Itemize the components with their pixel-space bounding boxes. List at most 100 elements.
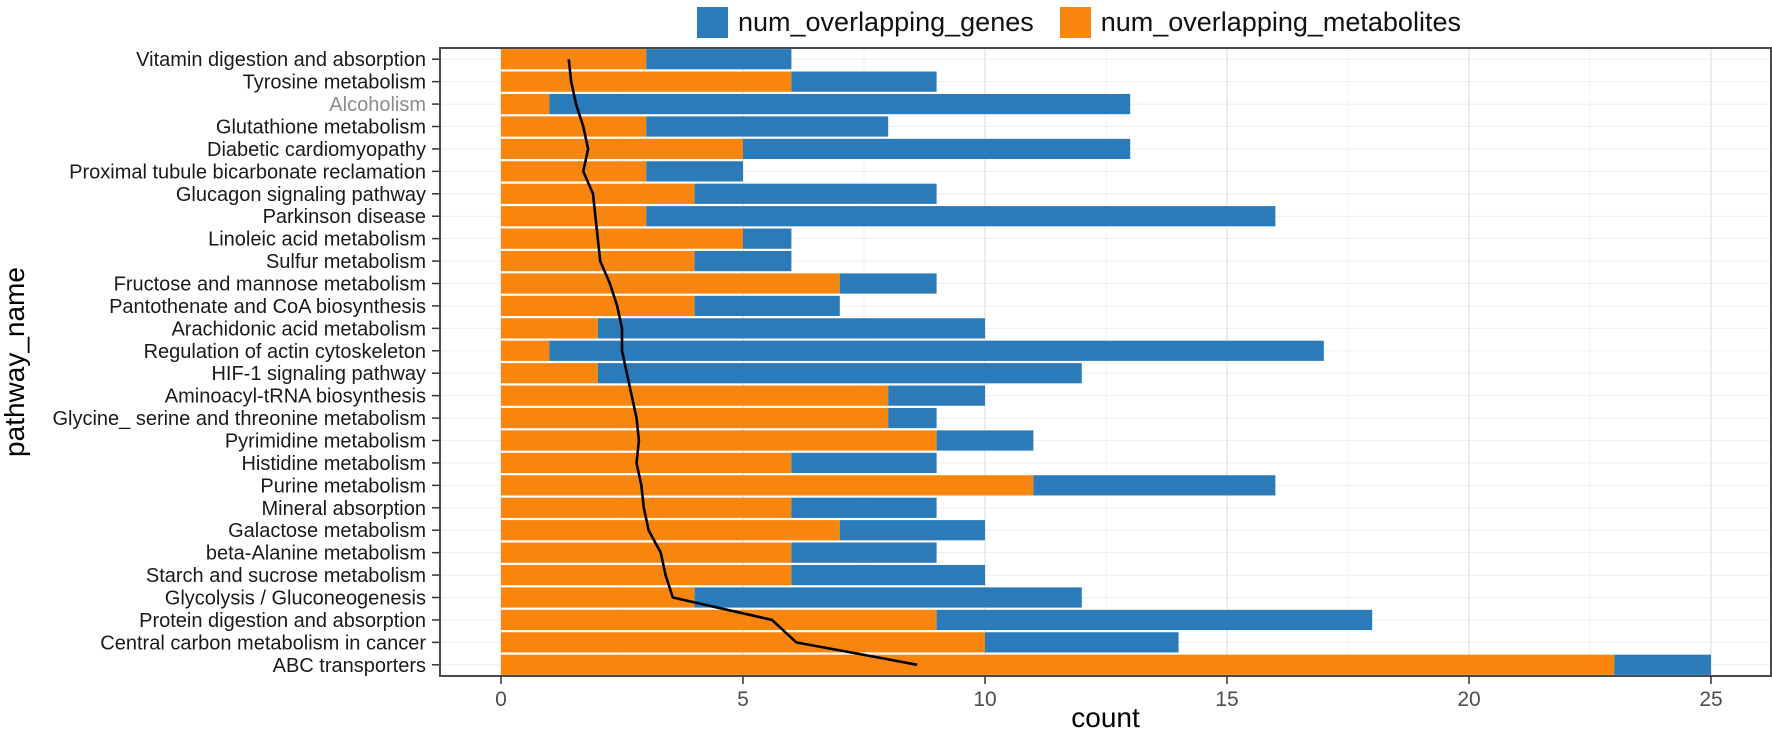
- bar-genes: [791, 542, 937, 563]
- bar-genes: [888, 407, 937, 429]
- category-label: Pantothenate and CoA biosynthesis: [109, 296, 426, 318]
- bar-metabolites: [501, 161, 647, 182]
- bar-metabolites: [501, 116, 647, 137]
- bar-genes: [791, 564, 985, 586]
- bar-metabolites: [501, 407, 889, 429]
- bar-genes: [597, 318, 985, 339]
- overlay-line: [567, 59, 918, 667]
- bar-genes: [1614, 654, 1711, 675]
- bar-genes: [597, 363, 1082, 384]
- genes-legend-label: num_overlapping_genes: [738, 6, 1034, 37]
- bar-genes: [646, 116, 889, 137]
- category-label: Purine metabolism: [260, 475, 426, 497]
- legend-item-genes: num_overlapping_genes: [697, 6, 1034, 38]
- category-label: Linoleic acid metabolism: [208, 229, 426, 251]
- bar-genes: [694, 295, 840, 317]
- bar-metabolites: [501, 452, 792, 474]
- category-label: Starch and sucrose metabolism: [146, 565, 426, 587]
- bar-metabolites: [501, 542, 792, 563]
- bar-genes: [791, 71, 937, 92]
- category-label: Fructose and mannose metabolism: [114, 274, 426, 296]
- category-label: Vitamin digestion and absorption: [136, 49, 426, 71]
- bar-metabolites: [501, 138, 743, 160]
- y-axis-title: pathway_name: [0, 267, 30, 457]
- bar-genes: [936, 609, 1373, 631]
- category-label: Mineral absorption: [261, 498, 426, 520]
- bar-metabolites: [501, 430, 937, 451]
- category-label: Regulation of actin cytoskeleton: [144, 341, 426, 363]
- x-axis-title: count: [1071, 702, 1140, 733]
- bar-genes: [549, 93, 1131, 115]
- category-label: Parkinson disease: [263, 206, 426, 228]
- x-tick-label: 10: [973, 688, 996, 711]
- category-label: Pyrimidine metabolism: [225, 431, 426, 453]
- category-label: Glycine_ serine and threonine metabolism: [52, 408, 426, 430]
- category-label: Sulfur metabolism: [266, 251, 426, 273]
- bar-genes: [549, 340, 1324, 361]
- bar-genes: [646, 206, 1276, 227]
- category-label: beta-Alanine metabolism: [206, 543, 426, 565]
- bar-metabolites: [501, 609, 937, 631]
- bar-metabolites: [501, 206, 647, 227]
- bar-metabolites: [501, 475, 1034, 496]
- bar-metabolites: [501, 273, 840, 294]
- category-label: Aminoacyl-tRNA biosynthesis: [165, 386, 426, 408]
- bar-metabolites: [501, 632, 985, 653]
- legend: num_overlapping_genes num_overlapping_me…: [697, 2, 1461, 42]
- bar-genes: [694, 587, 1082, 608]
- bar-genes: [985, 632, 1179, 653]
- bar-metabolites: [501, 497, 792, 518]
- x-tick-label: 25: [1699, 688, 1722, 711]
- bar-metabolites: [501, 587, 695, 608]
- category-label: Histidine metabolism: [241, 453, 426, 475]
- bar-metabolites: [501, 71, 792, 92]
- category-label: Glycolysis / Gluconeogenesis: [165, 588, 426, 610]
- category-label: Arachidonic acid metabolism: [171, 318, 426, 340]
- category-label: Glucagon signaling pathway: [176, 184, 426, 206]
- bar-metabolites: [501, 49, 647, 70]
- bar-genes: [743, 138, 1131, 160]
- metabolites-legend-label: num_overlapping_metabolites: [1100, 6, 1461, 37]
- bar-metabolites: [501, 385, 889, 406]
- bar-metabolites: [501, 363, 598, 384]
- bar-metabolites: [501, 340, 550, 361]
- bar-genes: [743, 228, 792, 249]
- bar-genes: [646, 49, 792, 70]
- bar-genes: [646, 161, 743, 182]
- bar-genes: [1033, 475, 1276, 496]
- category-label: Diabetic cardiomyopathy: [207, 139, 426, 161]
- bar-metabolites: [501, 228, 743, 249]
- category-label: Tyrosine metabolism: [243, 72, 426, 94]
- x-tick-label: 15: [1215, 688, 1238, 711]
- bar-genes: [791, 452, 937, 474]
- category-label: HIF-1 signaling pathway: [211, 363, 426, 385]
- category-label: Proximal tubule bicarbonate reclamation: [69, 161, 426, 183]
- bar-metabolites: [501, 183, 695, 204]
- x-tick-label: 20: [1457, 688, 1480, 711]
- bar-genes: [694, 250, 792, 272]
- legend-item-metabolites: num_overlapping_metabolites: [1059, 6, 1461, 38]
- bar-genes: [694, 183, 937, 204]
- category-label: Glutathione metabolism: [216, 117, 426, 139]
- bar-genes: [936, 430, 1034, 451]
- bar-genes: [839, 273, 937, 294]
- category-label: Protein digestion and absorption: [139, 610, 426, 632]
- bar-metabolites: [501, 520, 840, 541]
- metabolites-legend-swatch-icon: [1059, 6, 1091, 38]
- category-label: Alcoholism: [329, 94, 426, 116]
- bar-metabolites: [501, 318, 598, 339]
- genes-legend-swatch-icon: [697, 6, 728, 38]
- x-tick-label: 5: [737, 688, 749, 711]
- bar-metabolites: [501, 250, 695, 272]
- bar-metabolites: [501, 93, 550, 115]
- bar-metabolites: [501, 295, 695, 317]
- bar-genes: [839, 520, 985, 541]
- bar-genes: [888, 385, 985, 406]
- bar-metabolites: [501, 564, 792, 586]
- category-label: Central carbon metabolism in cancer: [100, 632, 426, 654]
- panel-border: [439, 47, 1772, 677]
- bar-metabolites: [501, 654, 1615, 675]
- category-label: ABC transporters: [273, 655, 426, 677]
